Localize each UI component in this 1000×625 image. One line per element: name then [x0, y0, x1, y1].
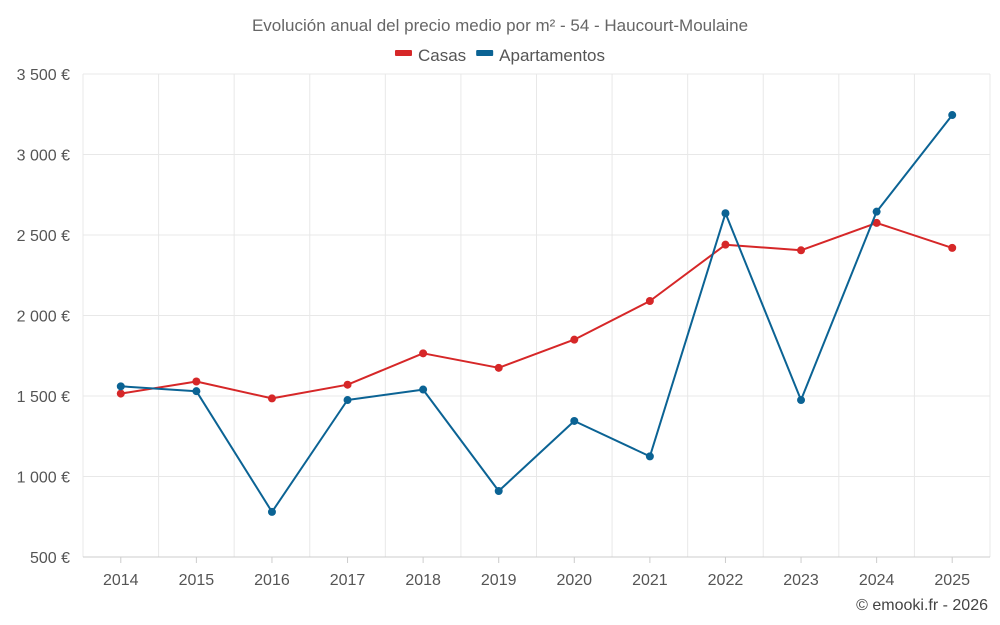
data-point-apartamentos[interactable] — [494, 486, 503, 495]
data-point-casas[interactable] — [192, 377, 201, 386]
legend-label-casas: Casas — [418, 46, 466, 65]
credit-text: © emooki.fr - 2026 — [856, 597, 988, 614]
data-point-casas[interactable] — [494, 363, 503, 372]
data-point-casas[interactable] — [570, 335, 579, 344]
chart-title: Evolución anual del precio medio por m² … — [252, 16, 748, 35]
data-point-casas[interactable] — [797, 246, 806, 255]
x-tick-label: 2016 — [254, 572, 290, 589]
data-point-casas[interactable] — [872, 218, 881, 227]
y-tick-label: 500 € — [30, 550, 70, 567]
data-point-apartamentos[interactable] — [872, 207, 881, 216]
x-tick-label: 2025 — [934, 572, 970, 589]
x-tick-label: 2015 — [179, 572, 215, 589]
legend-swatch-casas — [394, 50, 412, 56]
series-line-casas — [120, 221, 953, 400]
x-tick-label: 2024 — [859, 572, 895, 589]
series-line-apartamentos — [120, 114, 953, 513]
legend-swatch-apartamentos — [476, 50, 494, 56]
y-tick-label: 1 000 € — [17, 470, 70, 487]
x-tick-label: 2017 — [330, 572, 366, 589]
x-tick-label: 2014 — [103, 572, 139, 589]
data-point-casas[interactable] — [343, 380, 352, 389]
data-point-casas[interactable] — [645, 297, 654, 306]
legend-item-casas[interactable]: Casas — [394, 46, 466, 65]
y-tick-label: 2 500 € — [17, 228, 70, 245]
x-tick-label: 2018 — [405, 572, 441, 589]
x-tick-label: 2021 — [632, 572, 668, 589]
data-point-apartamentos[interactable] — [116, 382, 125, 391]
data-point-apartamentos[interactable] — [797, 396, 806, 405]
series — [116, 111, 957, 516]
data-point-casas[interactable] — [419, 349, 428, 358]
data-point-casas[interactable] — [116, 389, 125, 398]
data-point-apartamentos[interactable] — [419, 385, 428, 394]
x-tick-label: 2023 — [783, 572, 819, 589]
data-point-casas[interactable] — [948, 243, 957, 252]
grid — [82, 73, 991, 558]
legend-label-apartamentos: Apartamentos — [499, 46, 605, 65]
data-point-apartamentos[interactable] — [721, 209, 730, 218]
x-tick-label: 2022 — [708, 572, 744, 589]
legend-item-apartamentos[interactable]: Apartamentos — [476, 46, 605, 65]
data-point-casas[interactable] — [267, 394, 276, 403]
data-point-apartamentos[interactable] — [948, 111, 957, 120]
x-tick-label: 2020 — [556, 572, 592, 589]
data-point-apartamentos[interactable] — [570, 416, 579, 425]
x-tick-label: 2019 — [481, 572, 517, 589]
y-tick-label: 3 500 € — [17, 67, 70, 84]
data-point-apartamentos[interactable] — [343, 396, 352, 405]
data-point-apartamentos[interactable] — [267, 507, 276, 516]
legend: Casas Apartamentos — [394, 46, 605, 65]
y-tick-label: 1 500 € — [17, 389, 70, 406]
y-tick-label: 3 000 € — [17, 148, 70, 165]
data-point-apartamentos[interactable] — [645, 452, 654, 461]
y-tick-label: 2 000 € — [17, 309, 70, 326]
axes: 500 € 1 000 € 1 500 € 2 000 € 2 500 € 3 000 €… — [17, 67, 990, 589]
data-point-apartamentos[interactable] — [192, 387, 201, 396]
data-point-casas[interactable] — [721, 240, 730, 249]
